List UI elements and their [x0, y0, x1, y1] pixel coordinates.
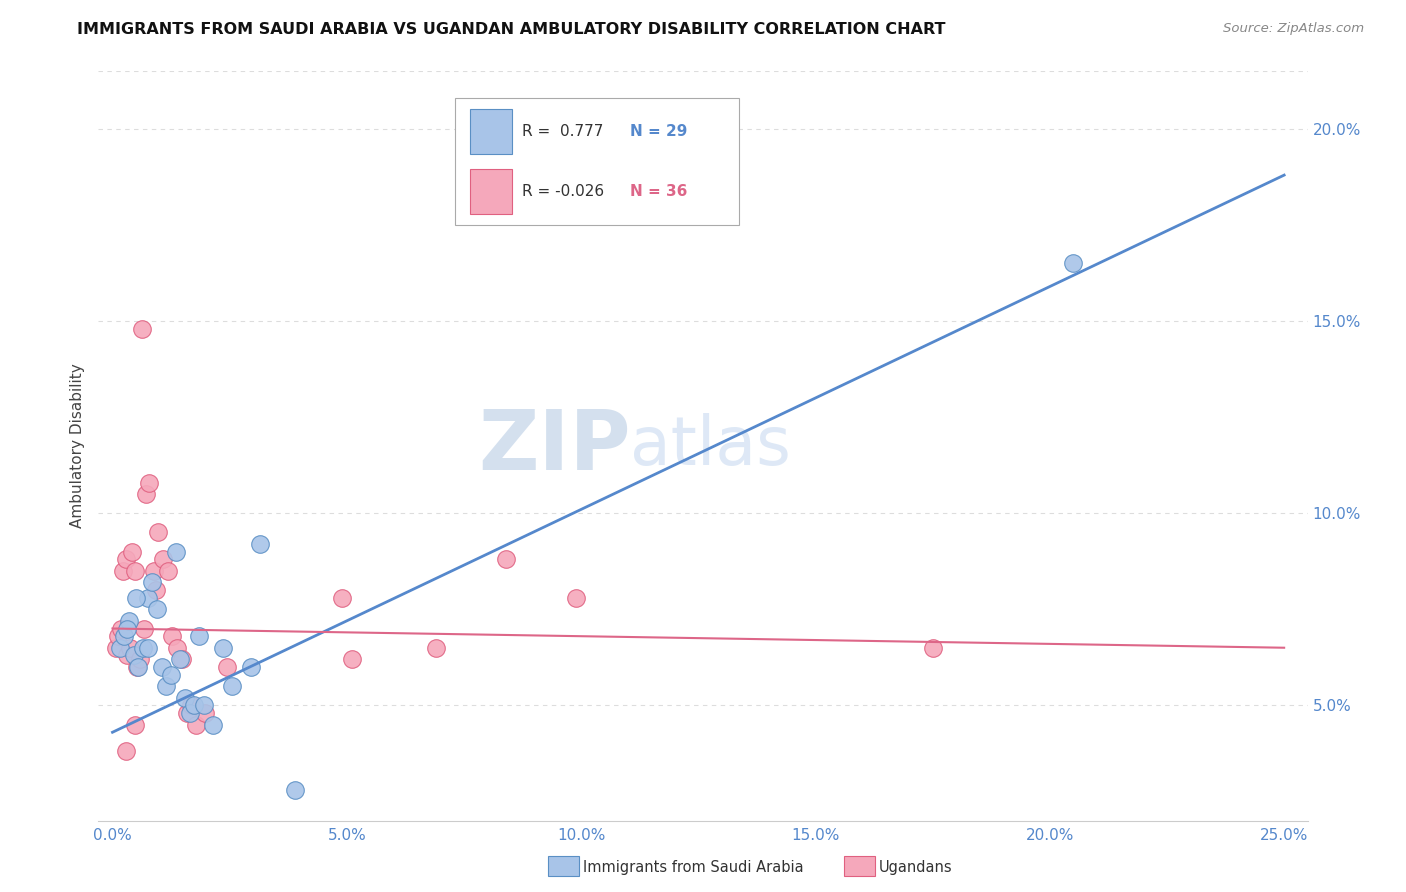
Text: atlas: atlas: [630, 413, 792, 479]
Point: [112, 629, 135, 643]
Point: [138, 475, 160, 490]
Point: [340, 652, 363, 666]
Point: [166, 640, 188, 655]
Text: Source: ZipAtlas.com: Source: ZipAtlas.com: [1223, 22, 1364, 36]
Y-axis label: Ambulatory Disability: Ambulatory Disability: [70, 364, 86, 528]
Point: [160, 667, 183, 681]
Point: [107, 629, 129, 643]
Text: N = 36: N = 36: [630, 184, 688, 199]
Point: [194, 706, 217, 720]
Point: [125, 591, 148, 605]
Point: [1062, 256, 1084, 270]
Point: [249, 537, 271, 551]
Point: [284, 783, 307, 797]
Text: N = 29: N = 29: [630, 124, 688, 139]
Point: [174, 690, 197, 705]
Point: [120, 640, 142, 655]
Point: [135, 487, 157, 501]
Point: [921, 640, 943, 655]
Point: [105, 640, 128, 655]
Text: IMMIGRANTS FROM SAUDI ARABIA VS UGANDAN AMBULATORY DISABILITY CORRELATION CHART: IMMIGRANTS FROM SAUDI ARABIA VS UGANDAN …: [77, 22, 946, 37]
Point: [117, 648, 139, 663]
Point: [193, 698, 215, 713]
Point: [150, 660, 173, 674]
Point: [425, 640, 447, 655]
Point: [156, 564, 179, 578]
Text: R = -0.026: R = -0.026: [522, 184, 603, 199]
Point: [155, 679, 177, 693]
Point: [179, 706, 201, 720]
Point: [495, 552, 517, 566]
Point: [165, 544, 187, 558]
Text: Ugandans: Ugandans: [879, 861, 952, 875]
Point: [122, 648, 145, 663]
Point: [124, 564, 146, 578]
Point: [134, 622, 156, 636]
Point: [121, 544, 143, 558]
Point: [169, 652, 191, 666]
Point: [183, 698, 205, 713]
Point: [202, 717, 225, 731]
Text: ZIP: ZIP: [478, 406, 630, 486]
Point: [127, 660, 149, 674]
Point: [565, 591, 588, 605]
Point: [145, 583, 167, 598]
Point: [184, 717, 207, 731]
FancyBboxPatch shape: [456, 97, 740, 225]
Point: [217, 660, 239, 674]
Point: [152, 552, 174, 566]
Point: [176, 706, 198, 720]
Point: [146, 602, 169, 616]
Point: [136, 640, 159, 655]
Text: Immigrants from Saudi Arabia: Immigrants from Saudi Arabia: [583, 861, 804, 875]
Point: [114, 744, 136, 758]
FancyBboxPatch shape: [470, 169, 512, 214]
Point: [211, 640, 233, 655]
Point: [110, 622, 132, 636]
Point: [188, 629, 211, 643]
Point: [136, 591, 159, 605]
Point: [162, 629, 184, 643]
Point: [170, 652, 193, 666]
Point: [108, 640, 131, 655]
Point: [142, 564, 165, 578]
Point: [131, 322, 153, 336]
Point: [141, 575, 163, 590]
Point: [180, 698, 202, 713]
Point: [221, 679, 243, 693]
Point: [115, 622, 138, 636]
Point: [124, 717, 146, 731]
Point: [330, 591, 353, 605]
Point: [111, 564, 134, 578]
FancyBboxPatch shape: [470, 109, 512, 153]
Point: [148, 525, 170, 540]
Point: [132, 640, 155, 655]
Point: [125, 660, 148, 674]
Point: [114, 552, 136, 566]
Text: R =  0.777: R = 0.777: [522, 124, 603, 139]
Point: [128, 652, 150, 666]
Point: [239, 660, 262, 674]
Point: [118, 614, 141, 628]
